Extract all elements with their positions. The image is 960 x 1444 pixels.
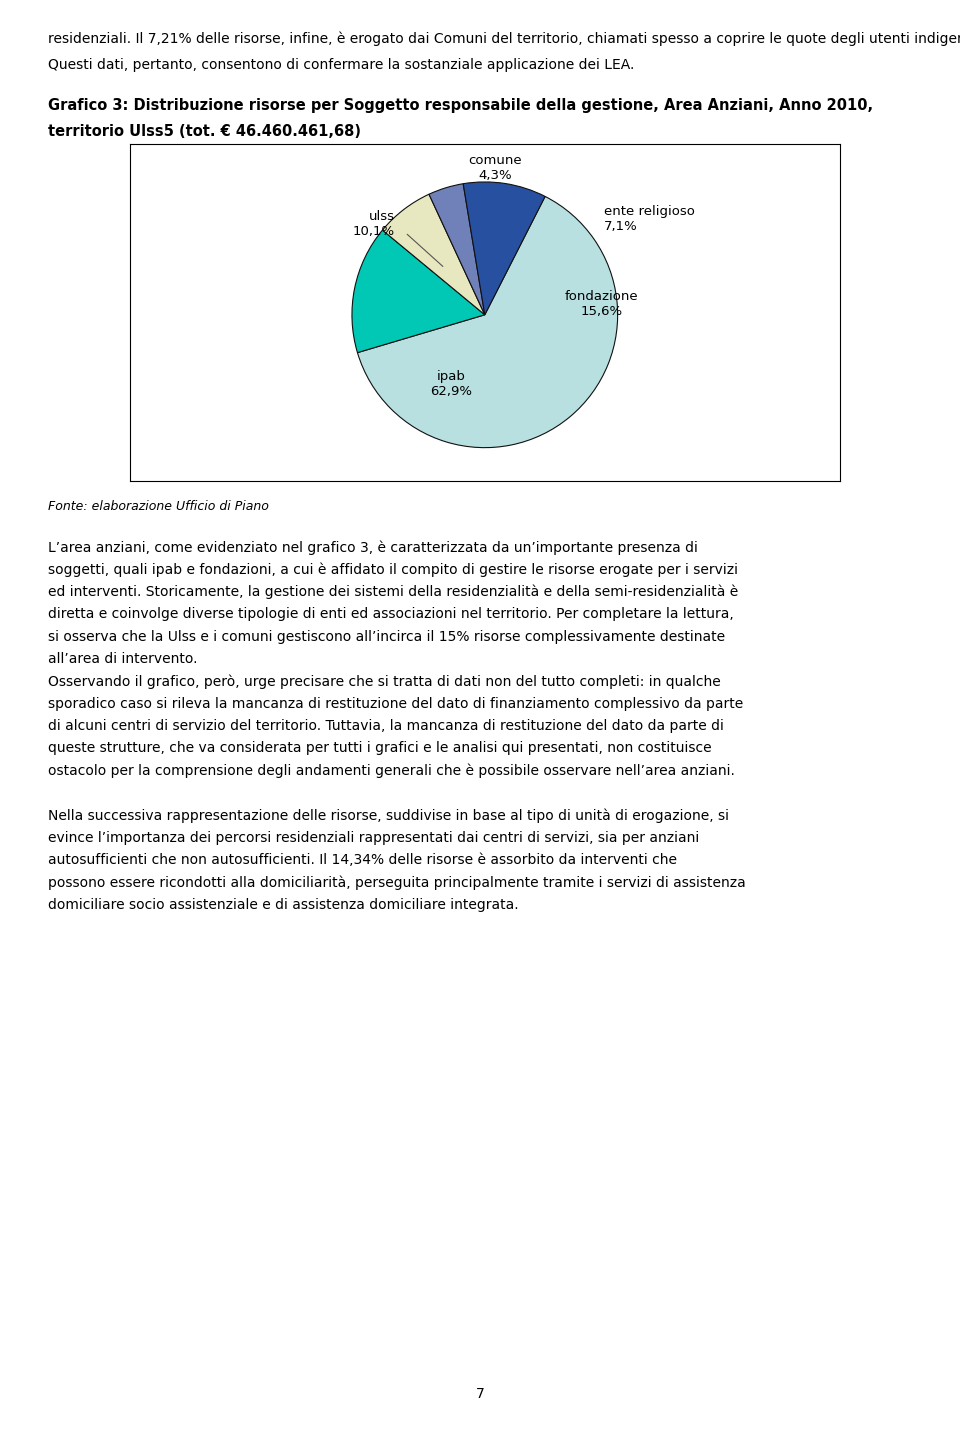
Text: Osservando il grafico, però, urge precisare che si tratta di dati non del tutto : Osservando il grafico, però, urge precis…	[48, 674, 721, 689]
Text: sporadico caso si rileva la mancanza di restituzione del dato di finanziamento c: sporadico caso si rileva la mancanza di …	[48, 696, 743, 710]
Wedge shape	[429, 183, 485, 315]
Text: territorio Ulss5 (tot. € 46.460.461,68): territorio Ulss5 (tot. € 46.460.461,68)	[48, 124, 361, 139]
Wedge shape	[357, 196, 617, 448]
Text: comune
4,3%: comune 4,3%	[468, 155, 522, 182]
Text: Nella successiva rappresentazione delle risorse, suddivise in base al tipo di un: Nella successiva rappresentazione delle …	[48, 809, 729, 823]
Text: queste strutture, che va considerata per tutti i grafici e le analisi qui presen: queste strutture, che va considerata per…	[48, 741, 711, 755]
Text: evince l’importanza dei percorsi residenziali rappresentati dai centri di serviz: evince l’importanza dei percorsi residen…	[48, 830, 699, 845]
Text: domiciliare socio assistenziale e di assistenza domiciliare integrata.: domiciliare socio assistenziale e di ass…	[48, 898, 518, 913]
Text: ulss
10,1%: ulss 10,1%	[352, 211, 395, 238]
Text: possono essere ricondotti alla domiciliarità, perseguita principalmente tramite : possono essere ricondotti alla domicilia…	[48, 875, 746, 891]
Wedge shape	[382, 195, 485, 315]
Text: diretta e coinvolge diverse tipologie di enti ed associazioni nel territorio. Pe: diretta e coinvolge diverse tipologie di…	[48, 606, 733, 621]
Text: Grafico 3: Distribuzione risorse per Soggetto responsabile della gestione, Area : Grafico 3: Distribuzione risorse per Sog…	[48, 98, 874, 113]
Text: Questi dati, pertanto, consentono di confermare la sostanziale applicazione dei : Questi dati, pertanto, consentono di con…	[48, 58, 635, 72]
Text: residenziali. Il 7,21% delle risorse, infine, è erogato dai Comuni del territori: residenziali. Il 7,21% delle risorse, in…	[48, 32, 960, 46]
Wedge shape	[352, 230, 485, 352]
Text: di alcuni centri di servizio del territorio. Tuttavia, la mancanza di restituzio: di alcuni centri di servizio del territo…	[48, 719, 724, 734]
Text: L’area anziani, come evidenziato nel grafico 3, è caratterizzata da un’important: L’area anziani, come evidenziato nel gra…	[48, 540, 698, 554]
Text: si osserva che la Ulss e i comuni gestiscono all’incirca il 15% risorse compless: si osserva che la Ulss e i comuni gestis…	[48, 630, 725, 644]
Text: 7: 7	[475, 1386, 485, 1401]
Text: ipab
62,9%: ipab 62,9%	[431, 370, 472, 399]
Text: ostacolo per la comprensione degli andamenti generali che è possibile osservare : ostacolo per la comprensione degli andam…	[48, 764, 734, 778]
Text: soggetti, quali ipab e fondazioni, a cui è affidato il compito di gestire le ris: soggetti, quali ipab e fondazioni, a cui…	[48, 562, 738, 578]
Text: all’area di intervento.: all’area di intervento.	[48, 651, 198, 666]
Text: ente religioso
7,1%: ente religioso 7,1%	[605, 205, 695, 232]
Wedge shape	[463, 182, 545, 315]
Text: ed interventi. Storicamente, la gestione dei sistemi della residenzialità e dell: ed interventi. Storicamente, la gestione…	[48, 585, 738, 599]
Text: Fonte: elaborazione Ufficio di Piano: Fonte: elaborazione Ufficio di Piano	[48, 500, 269, 513]
Text: autosufficienti che non autosufficienti. Il 14,34% delle risorse è assorbito da : autosufficienti che non autosufficienti.…	[48, 853, 677, 868]
Text: fondazione
15,6%: fondazione 15,6%	[564, 290, 638, 318]
